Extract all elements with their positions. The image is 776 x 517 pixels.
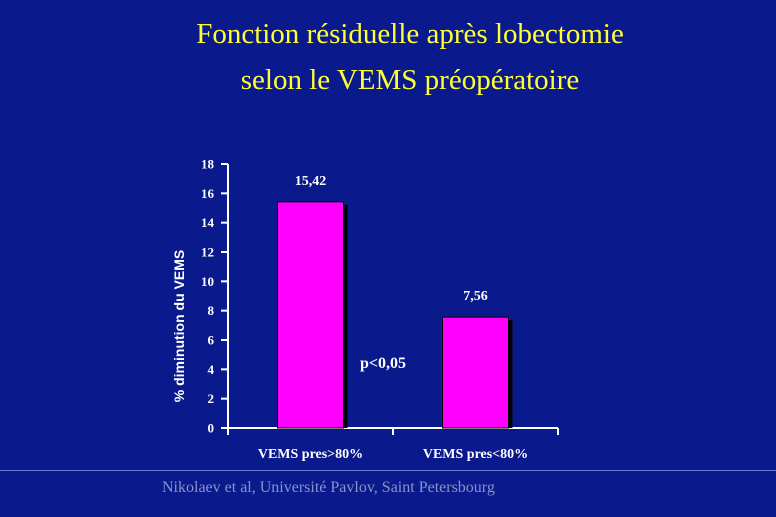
footer-citation: Nikolaev et al, Université Pavlov, Saint… xyxy=(162,479,495,496)
y-tick-label: 14 xyxy=(201,215,215,230)
y-tick-label: 0 xyxy=(208,421,215,436)
y-axis-title: % diminution du VEMS xyxy=(171,250,187,402)
y-tick-label: 6 xyxy=(208,333,215,348)
p-value-annotation: p<0,05 xyxy=(360,355,406,372)
bar xyxy=(277,201,344,429)
y-tick-label: 4 xyxy=(208,362,215,377)
bar-data-label: 15,42 xyxy=(295,174,327,189)
slide-title-line-2: selon le VEMS préopératoire xyxy=(240,64,580,96)
bar-data-label: 7,56 xyxy=(463,289,488,304)
bar xyxy=(442,316,509,429)
y-tick-label: 8 xyxy=(208,303,215,318)
footer-divider xyxy=(0,470,776,471)
x-category-label: VEMS pres>80% xyxy=(258,447,363,462)
y-tick-label: 12 xyxy=(201,245,214,260)
slide-title-line-1: Fonction résiduelle après lobectomie xyxy=(196,18,624,50)
y-tick-label: 2 xyxy=(208,391,215,406)
y-tick-label: 10 xyxy=(201,274,214,289)
y-tick-label: 18 xyxy=(201,157,215,172)
x-category-label: VEMS pres<80% xyxy=(423,447,528,462)
y-tick-label: 16 xyxy=(201,186,215,201)
